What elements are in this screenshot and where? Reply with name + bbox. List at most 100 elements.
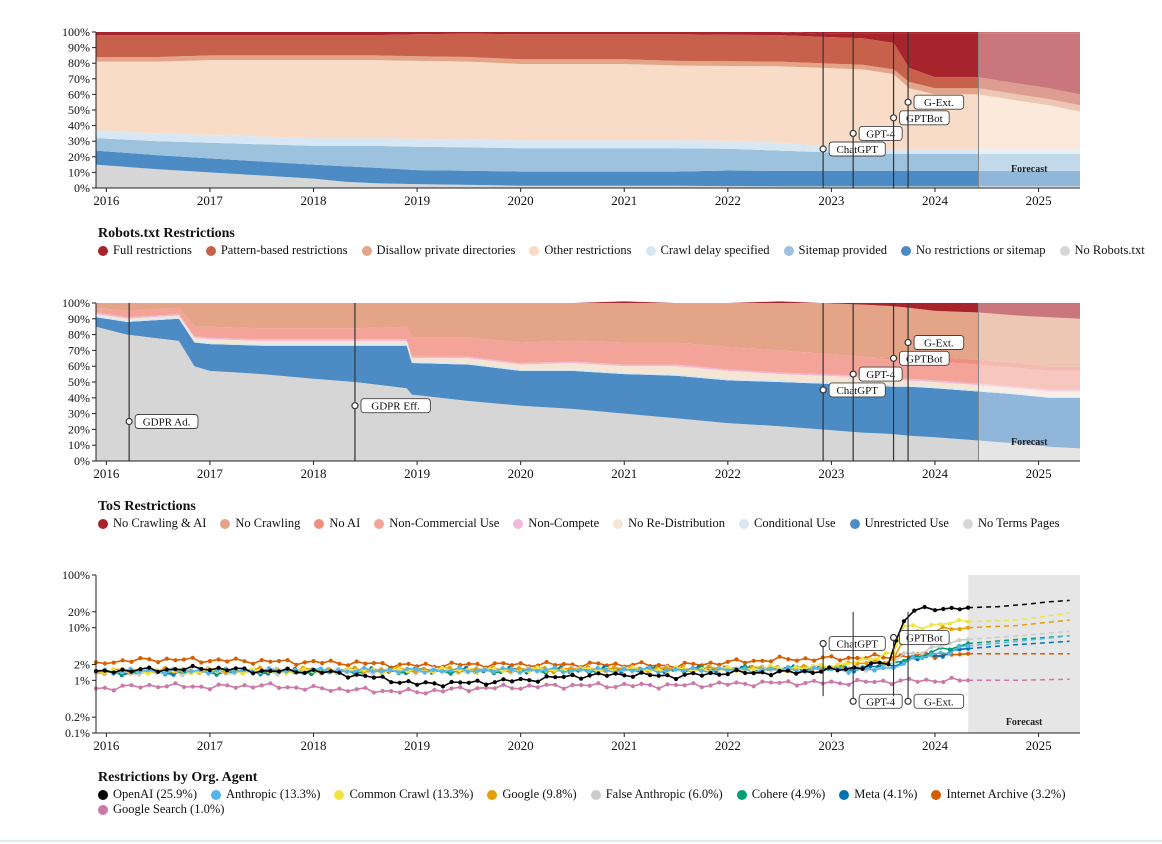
point-internet-archive (613, 661, 618, 666)
event-label-box (134, 414, 199, 429)
robots-y-tick-label: 40% (68, 119, 90, 133)
point-openai (901, 619, 907, 624)
point-openai (225, 668, 230, 673)
point-false-anthropic (929, 645, 934, 650)
point-anthropic (543, 667, 548, 673)
point-openai (199, 666, 204, 672)
point-internet-archive (259, 658, 264, 663)
point-openai (751, 671, 756, 676)
point-google-search (120, 683, 125, 688)
legend-label: Non-Compete (528, 516, 600, 530)
point-anthropic (561, 670, 566, 675)
point-internet-archive (276, 658, 282, 664)
point-internet-archive (466, 661, 471, 667)
legend-label: Google Search (1.0%) (113, 802, 225, 816)
area-pattern-based-restrictions (96, 33, 1080, 106)
legend-swatch (849, 518, 860, 529)
point-common-crawl (956, 617, 962, 623)
point-internet-archive (846, 655, 851, 660)
point-common-crawl (860, 656, 865, 661)
event-label-text: ChatGPT (836, 144, 878, 156)
tos-legend: ToS Restrictions No Crawling & AI No Craw… (98, 499, 1073, 531)
robots-y-tick-label: 50% (68, 103, 90, 117)
tos-chart: Forecast GDPR Ad. GDPR Eff. ChatGPT GPT-4 GPT… (96, 301, 1080, 461)
point-google-search (622, 681, 627, 687)
point-openai (120, 667, 125, 672)
agent-y-tick-label: 2% (74, 657, 90, 671)
point-openai (268, 668, 273, 674)
point-google-search (509, 686, 515, 691)
legend-swatch (739, 518, 749, 529)
point-common-crawl (440, 665, 445, 671)
point-google-search (949, 675, 954, 680)
legend-swatch (645, 245, 656, 256)
point-openai (397, 680, 402, 685)
point-openai (354, 672, 359, 677)
point-internet-archive (111, 660, 116, 665)
point-common-crawl (843, 661, 849, 666)
agent-x-tick-label: 2016 (93, 738, 120, 753)
legend-item: Crawl delay specified (645, 243, 770, 258)
point-google-search (941, 679, 946, 685)
point-openai (587, 673, 592, 678)
event-label-text: ChatGPT (836, 639, 878, 651)
point-google-search (829, 679, 834, 684)
tos-x-tick-label: 2022 (715, 466, 741, 481)
point-google-search (294, 685, 299, 690)
point-google-search (156, 685, 161, 690)
point-google (949, 627, 954, 632)
point-google-search (345, 689, 351, 694)
point-common-crawl (535, 665, 540, 670)
point-internet-archive (406, 661, 411, 667)
point-google-search (760, 679, 765, 684)
point-google-search (181, 684, 187, 690)
point-google-search (371, 690, 376, 695)
point-internet-archive (518, 661, 523, 666)
point-openai (708, 670, 713, 676)
point-common-crawl (947, 621, 952, 626)
point-internet-archive (129, 659, 134, 664)
robots-y-tick-label: 30% (68, 134, 90, 148)
point-internet-archive (216, 657, 221, 662)
point-openai (111, 670, 116, 675)
point-google-search (837, 681, 843, 686)
forecast-openai (968, 599, 1070, 609)
robots-y-tick-label: 80% (68, 56, 90, 70)
legend-swatch (334, 789, 345, 800)
point-common-crawl (344, 666, 350, 671)
point-internet-archive (743, 660, 748, 666)
point-openai (743, 670, 748, 676)
point-internet-archive (501, 661, 506, 666)
point-google-search (587, 683, 592, 688)
legend-item: No Re-Distribution (613, 516, 725, 531)
point-anthropic (517, 670, 523, 675)
point-google-search (190, 684, 195, 689)
point-openai (527, 678, 532, 683)
point-internet-archive (423, 661, 428, 666)
point-anthropic (587, 669, 592, 674)
point-google-search (111, 688, 116, 693)
point-internet-archive (207, 659, 212, 664)
forecast-false-anthropic (968, 630, 1070, 641)
robots-y-tick-label: 100% (62, 25, 90, 39)
point-google (940, 625, 945, 630)
point-common-crawl (725, 665, 730, 670)
point-internet-archive (268, 659, 273, 664)
point-anthropic (768, 666, 773, 671)
robots-y-tick-label: 10% (68, 165, 90, 179)
tos-y-tick-label: 60% (68, 359, 90, 373)
point-openai (561, 674, 566, 680)
event-marker (889, 114, 898, 122)
point-internet-archive (173, 658, 178, 663)
event-label-text: G-Ext. (924, 97, 954, 109)
event-g-ext-: G-Ext. (913, 94, 965, 110)
agent-x-tick-label: 2024 (922, 738, 949, 753)
legend-item: No Robots.txt (1059, 243, 1145, 258)
point-google-search (406, 687, 411, 692)
point-internet-archive (682, 660, 687, 665)
event-label-box (899, 110, 950, 126)
legend-label: Google (9.8%) (502, 787, 577, 801)
legend-swatch (962, 518, 973, 529)
point-internet-archive (242, 659, 247, 664)
agent-x-tick-label: 2025 (1026, 738, 1052, 753)
